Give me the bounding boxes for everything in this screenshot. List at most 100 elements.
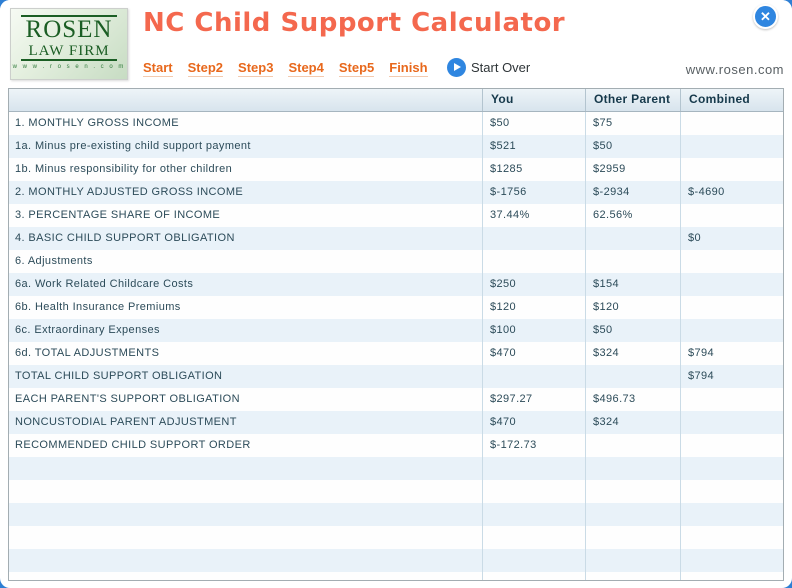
cell-other: $50 [585, 135, 680, 158]
cell-combined: $794 [680, 365, 783, 388]
cell-combined: $0 [680, 227, 783, 250]
cell-label: RECOMMENDED CHILD SUPPORT ORDER [15, 439, 251, 451]
cell-you [482, 503, 585, 526]
cell-other [585, 227, 680, 250]
cell-other [585, 526, 680, 549]
nav-link-step4[interactable]: Step4 [288, 60, 324, 77]
support-calculation-table: You Other Parent Combined 1. MONTHLY GRO… [8, 88, 784, 581]
website-text: www.rosen.com [685, 62, 784, 77]
logo-name: ROSEN [25, 16, 113, 43]
cell-other [585, 457, 680, 480]
cell-other: $496.73 [585, 388, 680, 411]
cell-label: TOTAL CHILD SUPPORT OBLIGATION [15, 370, 223, 382]
cell-other [585, 365, 680, 388]
nav-link-step2[interactable]: Step2 [187, 60, 224, 77]
cell-you: 37.44% [482, 204, 585, 227]
cell-combined [680, 411, 783, 434]
cell-label: 6a. Work Related Childcare Costs [15, 278, 194, 290]
cell-label: EACH PARENT'S SUPPORT OBLIGATION [15, 393, 240, 405]
cell-combined [680, 135, 783, 158]
nav-link-finish[interactable]: Finish [389, 60, 428, 77]
cell-other [585, 434, 680, 457]
cell-other: $2959 [585, 158, 680, 181]
cell-label: 1a. Minus pre-existing child support pay… [15, 140, 251, 152]
cell-label: NONCUSTODIAL PARENT ADJUSTMENT [15, 416, 237, 428]
cell-combined [680, 388, 783, 411]
column-header-other-parent: Other Parent [585, 89, 680, 111]
cell-label: 3. PERCENTAGE SHARE OF INCOME [15, 209, 221, 221]
rosen-law-firm-logo: ROSEN LAW FIRM w w w . r o s e n . c o m [10, 8, 128, 80]
cell-combined [680, 112, 783, 135]
cell-label [9, 480, 482, 503]
cell-label: 6b. Health Insurance Premiums [15, 301, 181, 313]
cell-combined: $-4690 [680, 181, 783, 204]
close-button[interactable]: ✕ [753, 4, 778, 29]
cell-you: $-1756 [482, 181, 585, 204]
cell-you: $-172.73 [482, 434, 585, 457]
cell-other: $324 [585, 342, 680, 365]
cell-you: $250 [482, 273, 585, 296]
logo-top-rule [21, 15, 117, 17]
table-row-empty [9, 457, 783, 480]
cell-you: $120 [482, 296, 585, 319]
logo-url: w w w . r o s e n . c o m [12, 64, 126, 70]
table-row: RECOMMENDED CHILD SUPPORT ORDER $-172.73 [9, 434, 783, 457]
cell-you [482, 365, 585, 388]
cell-combined [680, 296, 783, 319]
cell-combined [680, 319, 783, 342]
cell-other [585, 480, 680, 503]
table-row: 1. MONTHLY GROSS INCOME $50 $75 [9, 112, 783, 135]
cell-label [9, 549, 482, 572]
nav-link-step5[interactable]: Step5 [338, 60, 375, 77]
table-row: 6. Adjustments [9, 250, 783, 273]
nav-link-step3[interactable]: Step3 [238, 60, 274, 77]
cell-other [585, 572, 680, 580]
cell-combined [680, 204, 783, 227]
cell-label: 6d. TOTAL ADJUSTMENTS [15, 347, 160, 359]
column-header-you: You [482, 89, 585, 111]
cell-you: $50 [482, 112, 585, 135]
cell-combined [680, 158, 783, 181]
cell-you [482, 480, 585, 503]
cell-other: 62.56% [585, 204, 680, 227]
column-header-blank [9, 89, 482, 111]
table-row-empty [9, 503, 783, 526]
header: ROSEN LAW FIRM w w w . r o s e n . c o m… [0, 0, 792, 88]
cell-other: $75 [585, 112, 680, 135]
cell-other [585, 250, 680, 273]
table-row: 1a. Minus pre-existing child support pay… [9, 135, 783, 158]
cell-combined [680, 572, 783, 580]
cell-other: $50 [585, 319, 680, 342]
table-row: 6a. Work Related Childcare Costs $250 $154 [9, 273, 783, 296]
logo-bottom-rule [21, 59, 117, 61]
cell-you [482, 457, 585, 480]
table-row: 1b. Minus responsibility for other child… [9, 158, 783, 181]
logo-subname: LAW FIRM [28, 43, 110, 59]
cell-label: 1. MONTHLY GROSS INCOME [15, 117, 180, 129]
table-row-empty [9, 572, 783, 580]
cell-you: $470 [482, 342, 585, 365]
page-title: NC Child Support Calculator [143, 8, 566, 38]
cell-you: $100 [482, 319, 585, 342]
cell-combined [680, 434, 783, 457]
cell-combined [680, 503, 783, 526]
cell-other: $324 [585, 411, 680, 434]
cell-you [482, 250, 585, 273]
nav-link-start[interactable]: Start [143, 60, 173, 77]
table-row-empty [9, 526, 783, 549]
cell-you [482, 227, 585, 250]
cell-combined [680, 457, 783, 480]
cell-you [482, 549, 585, 572]
cell-you: $521 [482, 135, 585, 158]
play-icon [447, 58, 466, 77]
cell-other: $-2934 [585, 181, 680, 204]
cell-other [585, 503, 680, 526]
cell-combined [680, 273, 783, 296]
table-row: 6c. Extraordinary Expenses $100 $50 [9, 319, 783, 342]
cell-other: $154 [585, 273, 680, 296]
cell-you: $470 [482, 411, 585, 434]
start-over-button[interactable]: Start Over [447, 58, 530, 77]
cell-combined [680, 549, 783, 572]
cell-combined: $794 [680, 342, 783, 365]
